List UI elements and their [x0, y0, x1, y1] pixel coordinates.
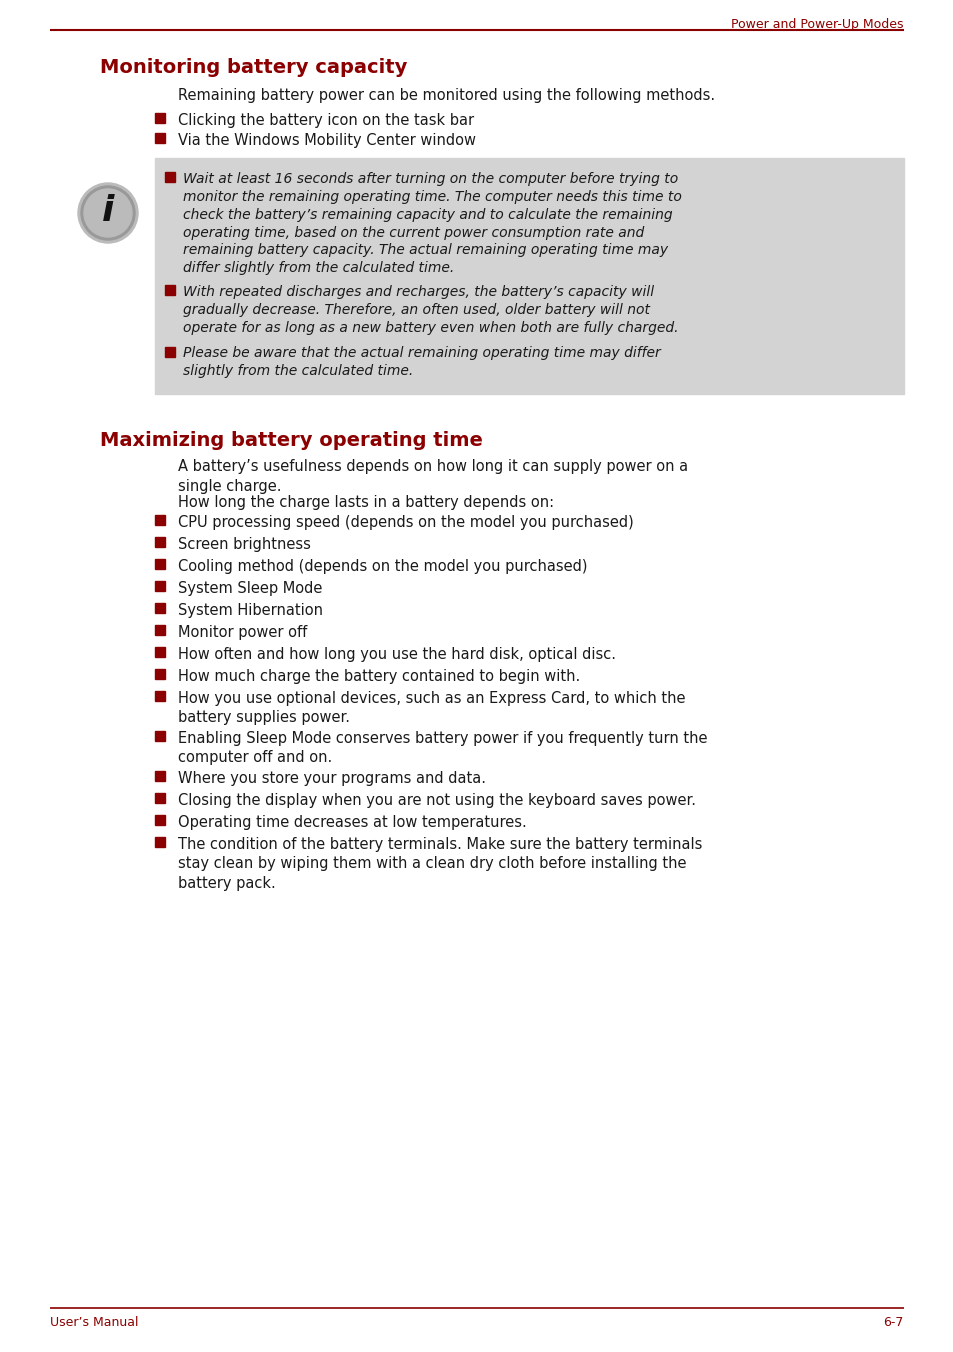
Text: Clicking the battery icon on the task bar: Clicking the battery icon on the task ba… [178, 114, 474, 128]
Text: How you use optional devices, such as an Express Card, to which the
battery supp: How you use optional devices, such as an… [178, 691, 685, 725]
Bar [165, 172, 174, 183]
Text: Power and Power-Up Modes: Power and Power-Up Modes [731, 18, 903, 31]
Text: Maximizing battery operating time: Maximizing battery operating time [100, 431, 482, 450]
Text: Via the Windows Mobility Center window: Via the Windows Mobility Center window [178, 132, 476, 147]
Bar [154, 730, 165, 741]
Text: 6-7: 6-7 [882, 1315, 903, 1329]
Text: Closing the display when you are not using the keyboard saves power.: Closing the display when you are not usi… [178, 792, 696, 807]
Bar [154, 792, 165, 803]
Text: Enabling Sleep Mode conserves battery power if you frequently turn the
computer : Enabling Sleep Mode conserves battery po… [178, 730, 707, 765]
Text: Screen brightness: Screen brightness [178, 537, 311, 552]
Bar [154, 814, 165, 825]
Text: How often and how long you use the hard disk, optical disc.: How often and how long you use the hard … [178, 646, 616, 661]
Text: The condition of the battery terminals. Make sure the battery terminals
stay cle: The condition of the battery terminals. … [178, 837, 701, 891]
Text: How much charge the battery contained to begin with.: How much charge the battery contained to… [178, 668, 579, 684]
Bar [154, 537, 165, 546]
Text: Monitoring battery capacity: Monitoring battery capacity [100, 58, 407, 77]
Text: Operating time decreases at low temperatures.: Operating time decreases at low temperat… [178, 814, 526, 830]
Bar [154, 132, 165, 143]
Bar [154, 558, 165, 568]
Text: Remaining battery power can be monitored using the following methods.: Remaining battery power can be monitored… [178, 88, 715, 103]
Bar [154, 158, 903, 393]
Text: System Hibernation: System Hibernation [178, 603, 323, 618]
Bar [154, 668, 165, 679]
Bar [154, 114, 165, 123]
Bar [165, 285, 174, 295]
Text: User’s Manual: User’s Manual [50, 1315, 138, 1329]
Text: Cooling method (depends on the model you purchased): Cooling method (depends on the model you… [178, 558, 587, 573]
Circle shape [78, 183, 138, 243]
Bar [154, 515, 165, 525]
Bar [154, 837, 165, 846]
Text: Wait at least 16 seconds after turning on the computer before trying to
monitor : Wait at least 16 seconds after turning o… [183, 172, 681, 276]
Bar [154, 603, 165, 612]
Text: Please be aware that the actual remaining operating time may differ
slightly fro: Please be aware that the actual remainin… [183, 346, 660, 379]
Bar [154, 771, 165, 780]
Text: i: i [102, 193, 114, 228]
Circle shape [81, 187, 135, 241]
Circle shape [84, 189, 132, 237]
Text: With repeated discharges and recharges, the battery’s capacity will
gradually de: With repeated discharges and recharges, … [183, 285, 678, 335]
Bar [154, 691, 165, 700]
Bar [154, 646, 165, 657]
Text: How long the charge lasts in a battery depends on:: How long the charge lasts in a battery d… [178, 495, 554, 510]
Bar [165, 346, 174, 357]
Text: System Sleep Mode: System Sleep Mode [178, 580, 322, 595]
Bar [154, 580, 165, 591]
Bar [154, 625, 165, 634]
Text: CPU processing speed (depends on the model you purchased): CPU processing speed (depends on the mod… [178, 515, 633, 530]
Text: Monitor power off: Monitor power off [178, 625, 307, 639]
Text: Where you store your programs and data.: Where you store your programs and data. [178, 771, 485, 786]
Text: A battery’s usefulness depends on how long it can supply power on a
single charg: A battery’s usefulness depends on how lo… [178, 460, 687, 495]
